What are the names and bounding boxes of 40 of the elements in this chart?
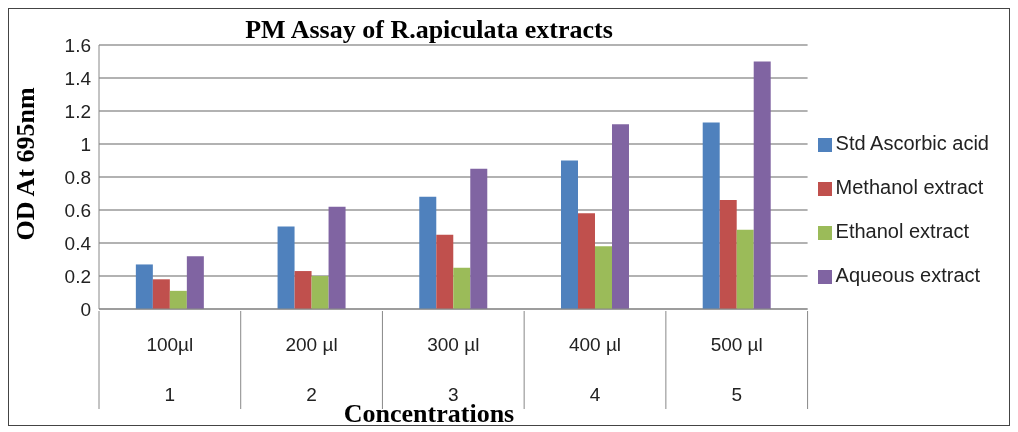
bar xyxy=(594,246,612,309)
y-tick-label: 0.6 xyxy=(64,199,91,221)
bar xyxy=(453,267,471,309)
bar xyxy=(152,279,170,309)
bar xyxy=(277,226,295,309)
bar xyxy=(328,206,346,309)
bar xyxy=(577,213,595,309)
legend-label: Ethanol extract xyxy=(835,220,969,242)
bar xyxy=(753,61,771,309)
bar xyxy=(611,124,629,309)
bar xyxy=(135,264,153,309)
bar xyxy=(560,160,578,309)
y-tick-label: 1.4 xyxy=(64,67,92,89)
category-label: 200 µl 2 xyxy=(285,334,338,405)
bar xyxy=(419,196,437,309)
bar xyxy=(186,256,204,309)
bar xyxy=(311,276,329,309)
y-tick-label: 1.6 xyxy=(64,34,91,56)
y-tick-label: 0.8 xyxy=(64,166,91,188)
bar xyxy=(169,290,187,309)
y-tick-label: 0.4 xyxy=(64,232,92,254)
bar xyxy=(436,234,454,309)
y-tick-label: 0.2 xyxy=(64,265,91,287)
y-axis-title: OD At 695nm xyxy=(11,87,41,241)
legend-label: Aqueous extract xyxy=(835,264,981,286)
y-tick-label: 1.2 xyxy=(64,100,91,122)
bar xyxy=(702,122,720,309)
category-label: 100µl 1 xyxy=(146,334,194,405)
category-label: 300 µl 3 xyxy=(427,334,480,405)
legend-label: Methanol extract xyxy=(835,176,984,198)
chart-title: PM Assay of R.apiculata extracts xyxy=(244,15,614,45)
legend-label: Std Ascorbic acid xyxy=(835,132,989,154)
y-tick-label: 0 xyxy=(80,298,91,320)
y-tick-label: 1 xyxy=(80,133,91,155)
bar xyxy=(294,271,312,309)
category-label: 400 µl 4 xyxy=(568,334,622,405)
bar xyxy=(719,200,737,309)
bar xyxy=(470,168,488,309)
bar xyxy=(736,229,754,309)
category-label: 500 µl 5 xyxy=(710,334,763,405)
